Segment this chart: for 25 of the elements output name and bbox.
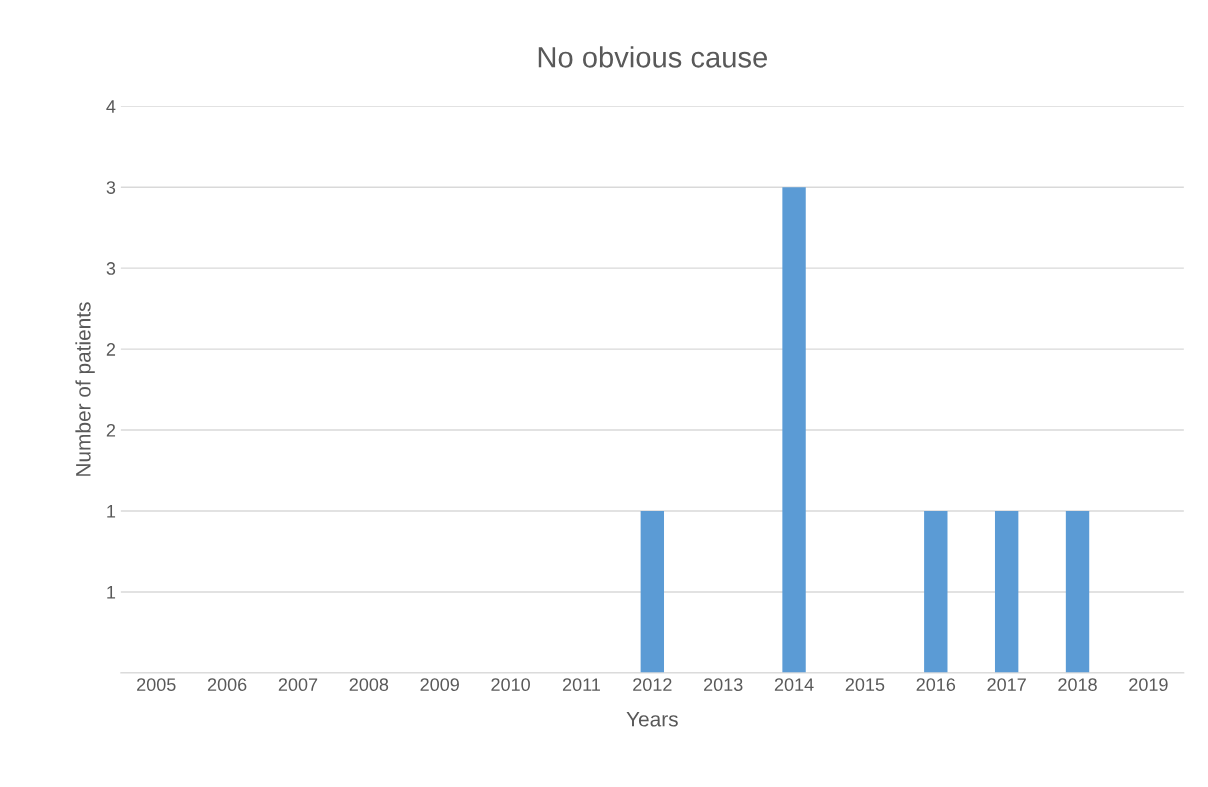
y-axis-title: Number of patients [75,302,95,476]
x-tick-label: 2007 [278,678,318,692]
y-tick-label: 4 [106,100,116,113]
y-tick-label: 1 [107,505,116,518]
y-tick-label: 3 [106,181,116,194]
y-tick-label: 2 [106,343,116,356]
x-tick-label: 2015 [845,678,885,692]
x-tick-label: 2012 [633,678,672,692]
x-tick-label: 2013 [704,678,743,692]
x-tick-label: 2010 [491,678,530,692]
x-tick-label: 2018 [1058,678,1097,692]
x-tick-label: 2006 [207,678,247,692]
chart-title: No obvious cause [538,46,767,68]
x-tick-label: 2009 [420,678,459,692]
y-tick-label: 1 [107,586,116,599]
x-tick-label: 2019 [1129,678,1168,692]
x-tick-label: 2008 [349,678,389,692]
x-tick-label: 2014 [774,678,814,692]
y-tick-label: 3 [106,262,116,275]
x-axis-title: Years [626,712,678,727]
x-tick-label: 2011 [562,678,600,692]
x-tick-label: 2016 [916,678,956,692]
x-tick-label: 2017 [987,678,1026,692]
y-tick-label: 2 [106,423,116,437]
x-tick-label: 2005 [137,678,176,692]
